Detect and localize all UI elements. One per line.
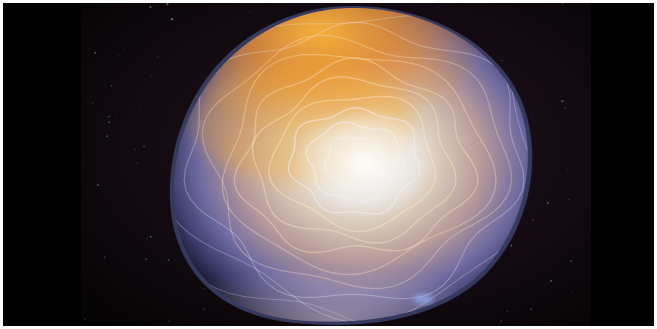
speckle — [149, 235, 152, 238]
speckle — [438, 7, 440, 9]
speckle — [103, 256, 106, 259]
speckle — [481, 46, 483, 48]
speckle — [168, 320, 170, 323]
photo — [3, 3, 654, 326]
speckle — [170, 18, 174, 21]
speckle — [123, 48, 125, 51]
speckle — [145, 258, 148, 261]
speckle — [567, 168, 568, 170]
speckle — [550, 279, 553, 282]
disc-ring — [251, 76, 457, 244]
speckle — [202, 287, 205, 290]
speckle — [567, 199, 570, 201]
speckle — [114, 117, 116, 119]
speckle — [249, 11, 251, 13]
speckle — [108, 121, 110, 123]
speckle — [571, 291, 573, 293]
speckle — [510, 244, 513, 247]
speckle — [96, 184, 99, 187]
speckle — [89, 81, 91, 83]
speckle — [168, 259, 170, 261]
speckle — [121, 287, 123, 289]
speckle — [157, 56, 159, 58]
speckle — [562, 3, 564, 5]
speckle — [82, 159, 84, 162]
speckle — [118, 54, 120, 56]
disc-ring — [221, 53, 497, 276]
speckle — [530, 308, 532, 310]
speckle — [108, 115, 110, 118]
speckle — [166, 3, 169, 6]
speckle — [569, 259, 572, 263]
speckle — [500, 319, 503, 323]
disc-ring — [201, 34, 513, 290]
speckle — [217, 311, 219, 313]
speckle — [110, 85, 113, 87]
speckle — [134, 148, 137, 151]
speckle — [146, 237, 149, 240]
speckle — [203, 308, 205, 310]
disc-ring — [233, 57, 479, 254]
rim-highlight — [413, 294, 433, 304]
speckle — [506, 310, 509, 312]
speckle — [176, 100, 178, 102]
speckle — [564, 107, 567, 109]
speckle — [139, 108, 141, 110]
speckle — [142, 145, 146, 148]
speckle — [531, 113, 533, 115]
speckle — [231, 325, 233, 326]
speckle — [534, 186, 535, 188]
speckle — [561, 99, 564, 103]
disc-ring — [268, 95, 437, 233]
speckle — [149, 6, 152, 9]
speckle — [150, 74, 153, 77]
speckle — [532, 219, 534, 221]
speckle — [413, 5, 414, 6]
speckle — [167, 14, 169, 16]
speckle — [106, 135, 109, 138]
glowing-disc-image — [3, 3, 654, 326]
speckle — [84, 318, 86, 320]
disc-ring — [183, 21, 525, 300]
speckle — [501, 59, 503, 62]
speckle — [546, 201, 549, 205]
speckle — [94, 51, 97, 54]
speckle — [136, 162, 138, 165]
speckle — [91, 102, 94, 104]
